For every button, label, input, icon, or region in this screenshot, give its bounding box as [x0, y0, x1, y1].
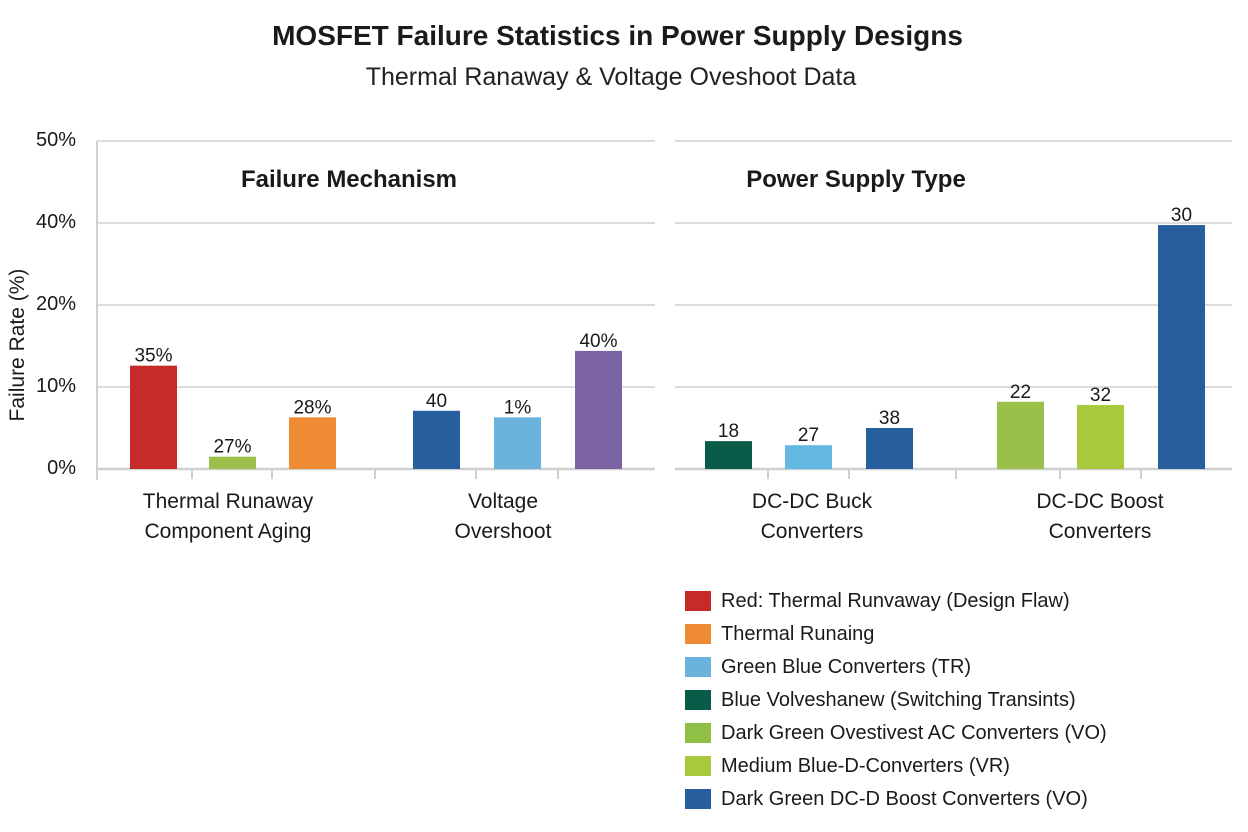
panel-title-failure-mechanism: Failure Mechanism — [240, 166, 458, 193]
bar — [1158, 225, 1205, 469]
bar — [494, 417, 541, 469]
legend-swatch — [685, 789, 711, 809]
legend-swatch — [685, 723, 711, 743]
bar-value-label: 28% — [293, 397, 331, 418]
bar-value-label: 40% — [579, 331, 617, 352]
x-category-label: Voltage Overshoot — [454, 490, 552, 543]
bar-value-label: 30 — [1171, 205, 1192, 226]
legend-item: Green Blue Converters (TR) — [685, 654, 971, 680]
legend-label: Thermal Runaing — [721, 622, 875, 645]
bar-value-label: 1% — [504, 397, 532, 418]
bar-value-label: 27% — [213, 437, 251, 458]
x-category-label: Thermal Runaway Component Aging — [142, 490, 314, 543]
legend-item: Thermal Runaing — [685, 621, 874, 647]
bar-value-label: 35% — [134, 346, 172, 367]
bar — [289, 417, 336, 469]
legend-item: Dark Green DC-D Boost Converters (VO) — [685, 786, 1088, 812]
legend-label: Medium Blue-D-Converters (VR) — [721, 754, 1010, 777]
legend-item: Medium Blue-D-Converters (VR) — [685, 753, 1010, 779]
bar — [209, 456, 256, 469]
legend-swatch — [685, 591, 711, 611]
x-category-label: DC-DC Boost Converters — [1036, 490, 1164, 543]
bar — [575, 350, 622, 469]
y-tick-label: 0% — [47, 457, 76, 479]
bar-value-label: 18 — [718, 421, 739, 442]
legend-item: Blue Volveshanew (Switching Transints) — [685, 687, 1076, 713]
bar-value-label: 32 — [1090, 385, 1111, 406]
legend-swatch — [685, 756, 711, 776]
bar — [130, 365, 177, 469]
bar — [866, 428, 913, 469]
y-tick-label: 10% — [35, 375, 76, 397]
bar — [705, 441, 752, 469]
bar-value-label: 27 — [798, 425, 819, 446]
y-tick-label: 20% — [35, 293, 76, 315]
y-tick-label: 50% — [35, 129, 76, 151]
legend-swatch — [685, 657, 711, 677]
bar — [1077, 405, 1124, 469]
panel-title-power-supply-type: Power Supply Type — [746, 166, 966, 193]
chart-subtitle: Thermal Ranaway & Voltage Oveshoot Data — [365, 63, 857, 91]
bar-value-label: 40 — [426, 391, 447, 412]
legend-item: Dark Green Ovestivest AC Converters (VO) — [685, 720, 1107, 746]
bar — [413, 410, 460, 469]
bar-value-label: 38 — [879, 408, 900, 429]
chart-title: MOSFET Failure Statistics in Power Suppl… — [272, 20, 963, 51]
x-category-label: DC-DC Buck Converters — [751, 490, 873, 543]
legend-swatch — [685, 690, 711, 710]
bar-value-label: 22 — [1010, 382, 1031, 403]
bar — [997, 401, 1044, 469]
legend-label: Red: Thermal Runvaway (Design Flaw) — [721, 589, 1070, 612]
y-tick-label: 40% — [35, 211, 76, 233]
legend-item: Red: Thermal Runvaway (Design Flaw) — [685, 588, 1070, 614]
bar — [785, 445, 832, 469]
legend-label: Blue Volveshanew (Switching Transints) — [721, 688, 1076, 711]
legend-label: Green Blue Converters (TR) — [721, 655, 972, 678]
legend-label: Dark Green DC-D Boost Converters (VO) — [721, 787, 1088, 810]
legend-label: Dark Green Ovestivest AC Converters (VO) — [721, 721, 1107, 744]
legend-swatch — [685, 624, 711, 644]
